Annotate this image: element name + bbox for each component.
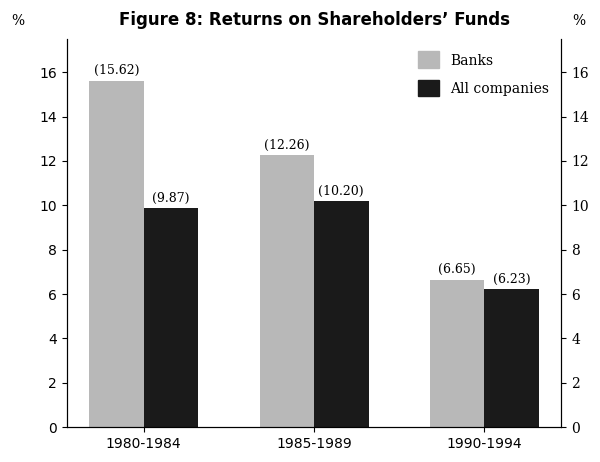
Bar — [484, 289, 539, 427]
Text: (10.20): (10.20) — [319, 185, 364, 198]
Bar — [314, 201, 368, 427]
Text: (6.65): (6.65) — [439, 263, 476, 276]
Text: %: % — [572, 14, 586, 28]
Bar — [143, 208, 198, 427]
Text: (12.26): (12.26) — [264, 139, 310, 152]
Text: (15.62): (15.62) — [94, 64, 139, 77]
Legend: Banks, All companies: Banks, All companies — [412, 46, 554, 102]
Text: (6.23): (6.23) — [493, 273, 530, 286]
Text: %: % — [11, 14, 24, 28]
Bar — [89, 81, 143, 427]
Bar — [260, 155, 314, 427]
Text: (9.87): (9.87) — [152, 192, 190, 205]
Title: Figure 8: Returns on Shareholders’ Funds: Figure 8: Returns on Shareholders’ Funds — [119, 11, 509, 29]
Bar — [430, 280, 484, 427]
